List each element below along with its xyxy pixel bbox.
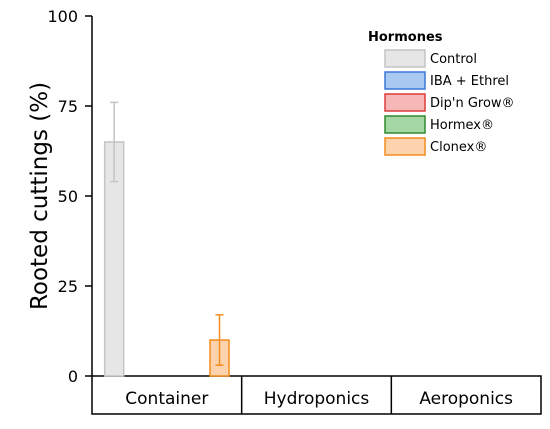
y-tick-label: 0 (68, 367, 78, 386)
legend-label: Dip'n Grow® (430, 96, 515, 111)
legend-swatch (384, 115, 426, 134)
y-tick-label: 25 (58, 277, 78, 296)
legend-label: Hormex® (430, 118, 494, 133)
category-label: Aeroponics (419, 389, 513, 409)
category-axis-box (91, 375, 542, 415)
legend-label: Clonex® (430, 140, 487, 155)
category-label: Container (125, 389, 208, 409)
legend-swatch (384, 71, 426, 90)
legend-swatch (384, 137, 426, 156)
legend-swatch (384, 93, 426, 112)
legend-label: Control (430, 52, 477, 67)
y-axis-label: Rooted cuttings (%) (27, 82, 53, 310)
y-tick-label: 100 (47, 7, 78, 26)
legend-label: IBA + Ethrel (430, 74, 509, 89)
legend-title: Hormones (368, 30, 443, 45)
legend-swatch (384, 49, 426, 68)
y-tick-label: 75 (58, 97, 78, 116)
y-tick-label: 50 (58, 187, 78, 206)
category-label: Hydroponics (264, 389, 370, 409)
